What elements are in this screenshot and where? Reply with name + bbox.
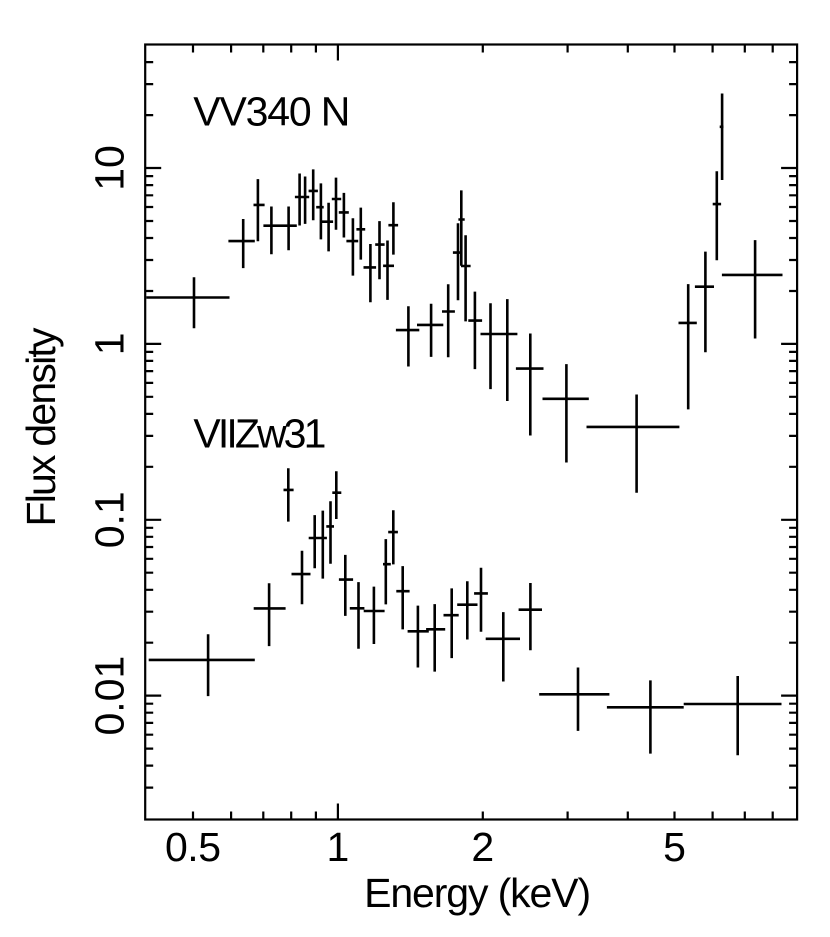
svg-text:10: 10 — [87, 145, 133, 191]
svg-text:0.01: 0.01 — [87, 656, 133, 736]
svg-text:0.1: 0.1 — [87, 491, 133, 548]
svg-text:0.5: 0.5 — [165, 824, 221, 870]
svg-text:VIIZw31: VIIZw31 — [193, 411, 326, 457]
svg-text:2: 2 — [471, 824, 494, 870]
svg-text:Energy (keV): Energy (keV) — [364, 870, 591, 916]
svg-text:VV340 N: VV340 N — [193, 89, 350, 135]
svg-text:1: 1 — [326, 824, 349, 870]
svg-text:Flux density: Flux density — [18, 327, 64, 527]
svg-text:5: 5 — [663, 824, 686, 870]
svg-text:1: 1 — [87, 332, 133, 355]
